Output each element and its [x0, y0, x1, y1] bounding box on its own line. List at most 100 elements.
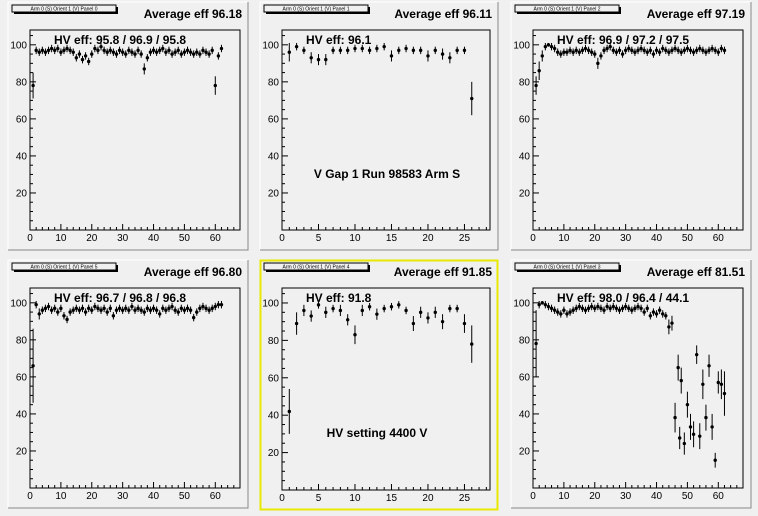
data-point — [216, 302, 221, 307]
data-point — [173, 50, 177, 54]
data-point — [59, 306, 63, 311]
data-point — [418, 48, 423, 53]
pad-background — [511, 2, 751, 250]
data-point — [345, 318, 350, 322]
data-point — [80, 57, 85, 62]
data-point — [679, 378, 683, 383]
data-point — [552, 308, 557, 312]
data-point — [170, 304, 174, 309]
x-tick-label: 0 — [279, 233, 285, 244]
pad-title-box: Arm 0 (S) Orient 1 (V) Panel 3 — [514, 262, 621, 272]
x-tick-label: 15 — [386, 233, 398, 244]
y-tick-label: 80 — [519, 77, 531, 88]
data-point — [716, 50, 720, 54]
data-point — [682, 48, 687, 53]
data-point — [96, 306, 100, 311]
data-point — [688, 48, 693, 53]
hv-eff-label: HV eff: 96.9 / 97.2 / 97.5 — [557, 33, 689, 47]
data-point — [93, 46, 97, 51]
data-point — [593, 306, 597, 311]
x-tick-label: 20 — [589, 233, 601, 244]
hv-eff-label: HV eff: 96.1 — [306, 33, 372, 47]
data-point — [158, 312, 162, 316]
data-point — [688, 425, 693, 429]
data-point — [440, 319, 445, 324]
data-point — [404, 46, 408, 51]
data-point — [642, 310, 646, 314]
pad-title-box: Arm 0 (S) Orient 1 (V) Panel 4 — [263, 262, 370, 272]
data-point — [102, 306, 106, 311]
x-tick-label: 10 — [558, 491, 570, 502]
data-point — [65, 317, 69, 322]
pad-title: Arm 0 (S) Orient 1 (V) Panel 4 — [283, 265, 350, 271]
data-point — [367, 48, 372, 53]
data-point — [161, 306, 165, 311]
data-point — [627, 306, 631, 311]
data-point — [158, 48, 162, 53]
data-point — [614, 306, 619, 311]
data-point — [433, 48, 437, 53]
y-tick-label: 80 — [268, 77, 280, 88]
data-point — [654, 48, 659, 53]
data-point — [331, 306, 335, 311]
data-point — [455, 306, 459, 311]
data-point — [86, 59, 91, 64]
data-point — [65, 46, 69, 51]
y-tick-label: 40 — [16, 409, 28, 420]
y-tick-label: 20 — [268, 188, 280, 199]
data-point — [360, 308, 364, 313]
data-point — [108, 306, 112, 311]
data-point — [210, 306, 214, 311]
data-point — [367, 305, 372, 309]
data-point — [302, 308, 306, 313]
data-point — [698, 46, 702, 51]
pad-title-frame — [263, 262, 369, 271]
data-point — [701, 48, 705, 53]
data-point — [360, 46, 364, 51]
x-tick-label: 40 — [148, 233, 160, 244]
x-tick-label: 20 — [422, 233, 434, 244]
data-point — [537, 302, 541, 307]
x-tick-label: 0 — [27, 491, 33, 502]
data-point — [426, 316, 430, 320]
data-point — [602, 48, 606, 53]
data-point — [599, 306, 603, 311]
data-point — [316, 303, 321, 307]
data-point — [586, 306, 591, 311]
y-tick-label: 40 — [268, 151, 280, 162]
pad-title: Arm 0 (S) Orient 1 (V) Panel 2 — [534, 7, 601, 13]
data-point — [201, 48, 205, 53]
x-tick-label: 5 — [316, 493, 322, 504]
data-point — [645, 306, 649, 311]
y-tick-label: 100 — [262, 40, 279, 51]
data-point — [338, 308, 343, 313]
y-tick-label: 80 — [519, 335, 531, 346]
data-point — [623, 48, 628, 53]
data-point — [114, 52, 119, 56]
data-point — [565, 50, 569, 54]
panel-4: Arm 0 (S) Orient 1 (V) Panel 4 Average ef… — [259, 259, 499, 511]
y-tick-label: 60 — [16, 114, 28, 125]
y-tick-label: 40 — [268, 411, 280, 422]
pad-background — [8, 2, 248, 250]
pad-bevel-dark — [8, 260, 249, 509]
y-tick-label: 100 — [513, 40, 530, 51]
data-point — [62, 314, 66, 318]
data-point — [710, 425, 714, 429]
data-point — [568, 48, 572, 53]
pad-title-frame — [11, 262, 117, 271]
data-point — [534, 341, 538, 346]
data-point — [154, 50, 159, 54]
data-point — [623, 304, 628, 309]
data-point — [559, 52, 563, 56]
data-point — [90, 52, 94, 56]
data-point — [136, 48, 140, 53]
data-point — [599, 54, 603, 58]
data-point — [127, 48, 131, 53]
pad-title-box: Arm 0 (S) Orient 1 (V) Panel 0 — [11, 4, 118, 14]
data-point — [164, 308, 168, 312]
data-point — [124, 52, 128, 56]
data-point — [389, 305, 394, 309]
data-point — [707, 364, 711, 368]
pad-bevel-dark — [8, 2, 249, 251]
